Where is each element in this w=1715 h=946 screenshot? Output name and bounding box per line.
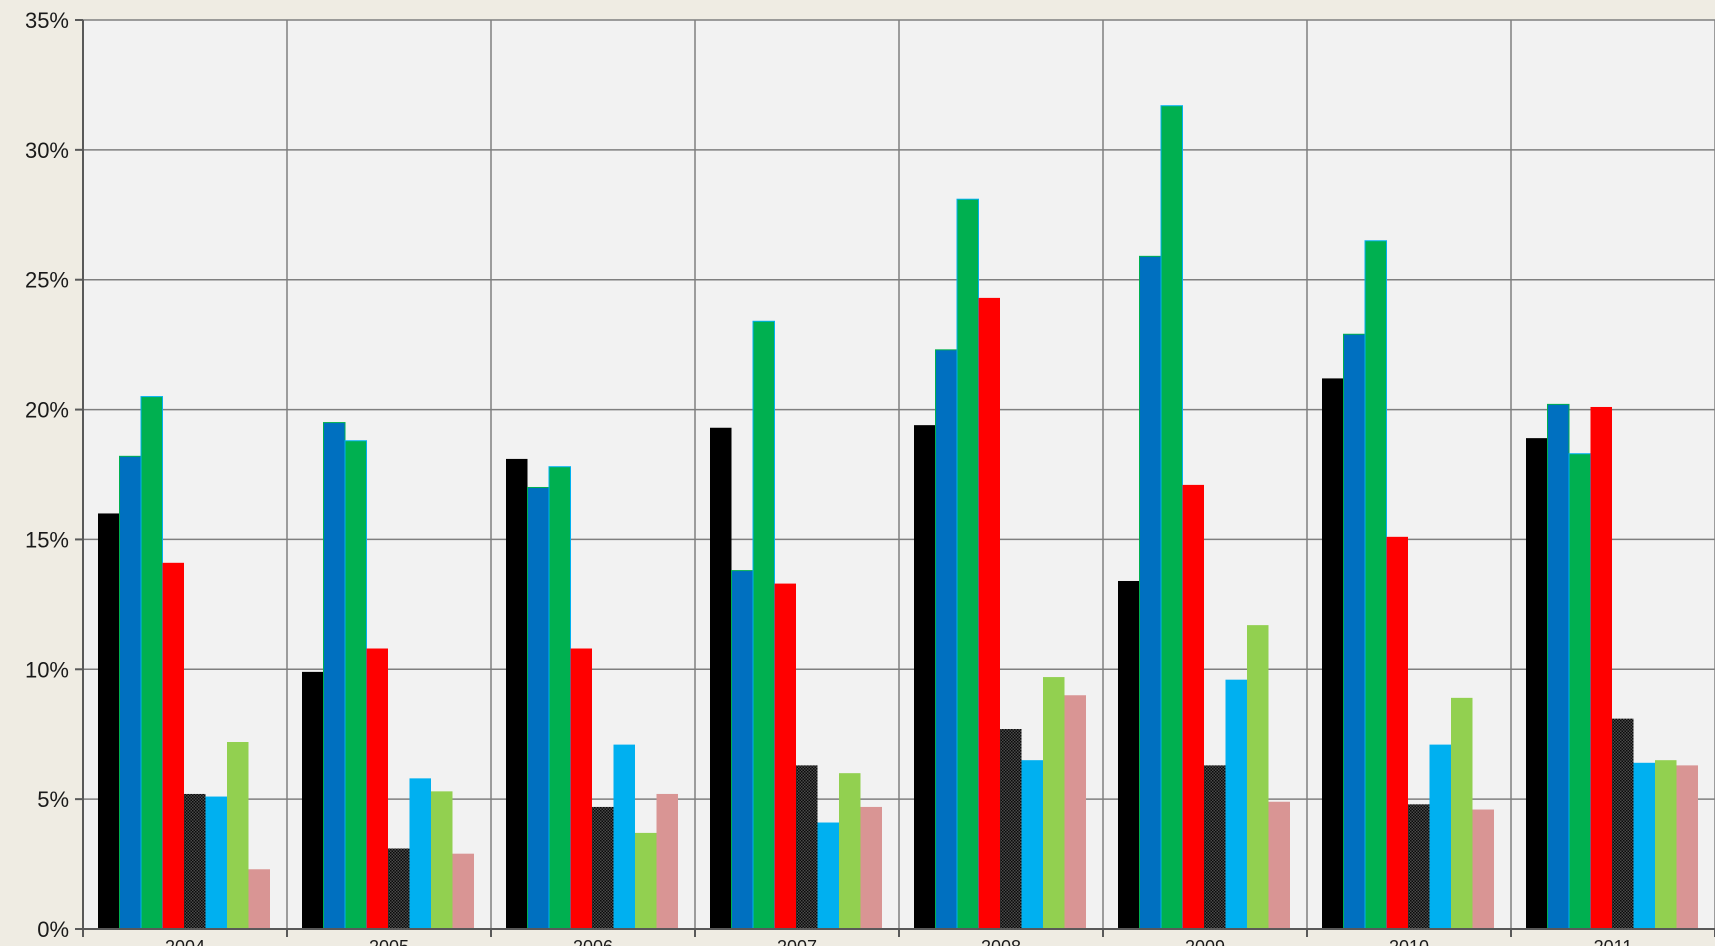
bar-2009-series-5 (1204, 765, 1226, 929)
bar-2007-series-2 (731, 570, 754, 930)
x-category-label: 2010 (1389, 937, 1429, 946)
bar-2011-series-4 (1590, 406, 1612, 930)
bar-2007-series-6 (817, 822, 839, 929)
bar-2007-series-8 (860, 806, 882, 929)
bar-2006-series-4 (570, 648, 592, 929)
x-category-label: 2005 (369, 937, 409, 946)
x-category-label: 2011 (1594, 937, 1633, 946)
x-category-label: 2006 (573, 937, 613, 946)
series-1 (98, 378, 1548, 929)
bar-2011-series-1 (1526, 438, 1548, 929)
bar-2006-series-2 (527, 486, 550, 930)
bar-2009-series-7 (1247, 625, 1269, 929)
bar-2009-series-3 (1160, 105, 1183, 930)
bar-2006-series-6 (613, 744, 635, 929)
bar-2009-series-8 (1268, 801, 1290, 929)
bar-2007-series-1 (710, 427, 732, 929)
bar-series-group (98, 105, 1698, 930)
bar-2005-series-6 (409, 778, 431, 929)
bar-2004-series-1 (98, 513, 120, 929)
bar-2008-series-7 (1043, 677, 1065, 929)
bar-2009-series-2 (1139, 255, 1162, 930)
bar-2006-series-3 (548, 466, 571, 930)
x-category-label: 2008 (981, 937, 1021, 946)
bar-2009-series-4 (1182, 484, 1204, 929)
bar-2006-series-1 (506, 458, 528, 929)
bar-2004-series-8 (248, 869, 270, 929)
bar-2004-series-7 (227, 742, 249, 929)
x-axis-category-labels: 2004 2005 2006 2007 2008 2009 2010 2011 (165, 937, 1632, 946)
series-3 (140, 105, 1591, 930)
bar-2004-series-5 (184, 793, 206, 929)
bar-2006-series-7 (635, 832, 657, 929)
bar-2008-series-1 (914, 425, 936, 929)
x-category-label: 2009 (1185, 937, 1225, 946)
bar-2011-series-8 (1676, 765, 1698, 929)
y-tick-label: 20% (25, 398, 69, 423)
bar-2010-series-2 (1343, 333, 1366, 930)
y-tick-label: 15% (25, 527, 69, 552)
bar-2010-series-6 (1429, 744, 1451, 929)
bar-2005-series-1 (302, 671, 324, 929)
bar-2008-series-2 (935, 349, 958, 930)
y-axis-tick-labels: 0% 5% 10% 15% 20% 25% 30% 35% (25, 8, 69, 942)
y-tick-label: 5% (37, 787, 69, 812)
y-tick-label: 10% (25, 657, 69, 682)
bar-2010-series-3 (1364, 240, 1387, 930)
bar-2011-series-2 (1547, 403, 1570, 930)
bar-2006-series-8 (656, 793, 678, 929)
series-2 (119, 255, 1570, 930)
bar-2004-series-6 (205, 796, 227, 929)
y-tick-label: 35% (25, 8, 69, 33)
bar-2007-series-3 (752, 320, 775, 930)
bar-2007-series-5 (796, 765, 818, 929)
bar-2008-series-6 (1021, 760, 1043, 929)
bar-2004-series-4 (162, 562, 184, 929)
bar-2006-series-5 (592, 806, 614, 929)
bar-2005-series-2 (323, 422, 346, 930)
bar-2010-series-8 (1472, 809, 1494, 929)
bar-2005-series-7 (431, 791, 453, 929)
bar-2004-series-2 (119, 455, 142, 930)
bar-2011-series-3 (1568, 453, 1591, 930)
bar-2010-series-7 (1451, 697, 1473, 929)
bar-2005-series-4 (366, 648, 388, 929)
bar-2010-series-4 (1386, 536, 1408, 929)
bar-2008-series-4 (978, 297, 1000, 929)
bar-2011-series-7 (1655, 760, 1677, 929)
bar-2007-series-7 (839, 773, 861, 929)
bar-2010-series-1 (1322, 378, 1344, 929)
y-tick-label: 25% (25, 268, 69, 293)
y-tick-label: 30% (25, 138, 69, 163)
x-category-label: 2004 (165, 937, 205, 946)
x-category-label: 2007 (777, 937, 817, 946)
bar-2005-series-5 (388, 848, 410, 929)
bar-2010-series-5 (1408, 804, 1430, 929)
bar-2008-series-3 (956, 198, 979, 930)
series-4 (162, 297, 1612, 930)
bar-2005-series-3 (344, 440, 367, 930)
series-5 (184, 718, 1634, 929)
series-7 (227, 625, 1677, 929)
bar-2005-series-8 (452, 853, 474, 929)
bar-2011-series-5 (1612, 718, 1634, 929)
y-tick-label: 0% (37, 917, 69, 942)
series-6 (205, 679, 1655, 929)
bar-2004-series-3 (140, 396, 163, 930)
series-8 (248, 695, 1698, 929)
bar-2008-series-5 (1000, 729, 1022, 929)
axes (75, 19, 1715, 937)
bar-2009-series-1 (1118, 580, 1140, 929)
bar-2009-series-6 (1225, 679, 1247, 929)
bar-2011-series-6 (1633, 762, 1655, 929)
bar-2008-series-8 (1064, 695, 1086, 929)
bar-2007-series-4 (774, 583, 796, 929)
